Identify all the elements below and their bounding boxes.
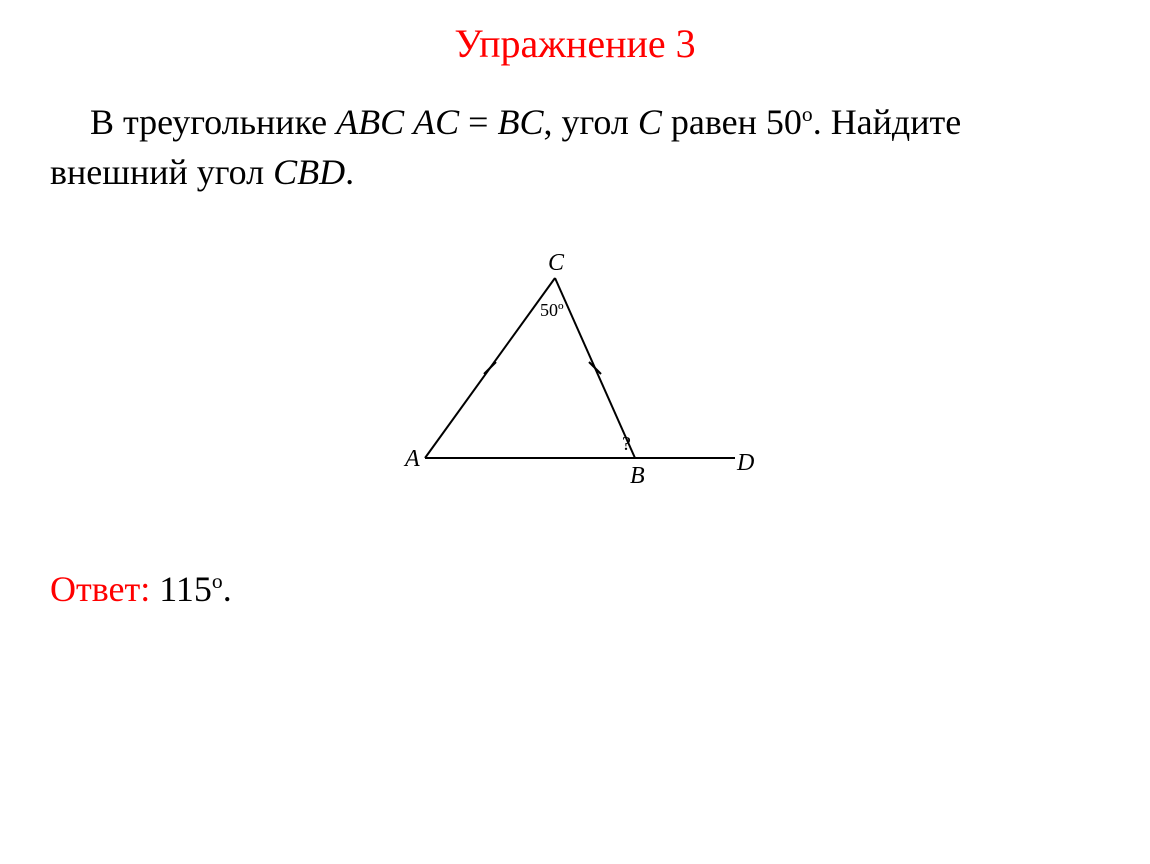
angle-cbd: CBD (273, 152, 345, 192)
problem-eq: = (459, 102, 497, 142)
degree-symbol-1: о (802, 102, 813, 126)
label-a: A (403, 446, 420, 472)
problem-space1 (404, 102, 413, 142)
degree-symbol-2: о (212, 569, 223, 593)
answer-label: Ответ: (50, 569, 159, 609)
triangle-abc: ABC (336, 102, 404, 142)
problem-statement: В треугольнике ABC AC = BC, угол C равен… (0, 67, 1150, 198)
label-angle-50: 50º (540, 300, 564, 320)
angle-c: C (638, 102, 662, 142)
diagram-container: A B C D 50º ? (0, 198, 1150, 508)
answer-value: 115 (159, 569, 212, 609)
answer-period: . (223, 569, 232, 609)
side-ac: AC (413, 102, 459, 142)
problem-part2: , угол (544, 102, 638, 142)
label-c: C (548, 250, 565, 276)
problem-part3: равен 50 (662, 102, 802, 142)
problem-part1: В треугольнике (90, 102, 336, 142)
triangle-diagram: A B C D 50º ? (385, 248, 765, 508)
label-d: D (736, 450, 754, 476)
problem-period: . (345, 152, 354, 192)
tick-bc (589, 362, 601, 374)
side-bc: BC (497, 102, 543, 142)
tick-ac (484, 362, 496, 374)
label-question: ? (622, 433, 631, 455)
label-b: B (630, 463, 645, 489)
exercise-title: Упражнение 3 (0, 0, 1150, 67)
answer-line: Ответ: 115о. (0, 508, 1150, 610)
